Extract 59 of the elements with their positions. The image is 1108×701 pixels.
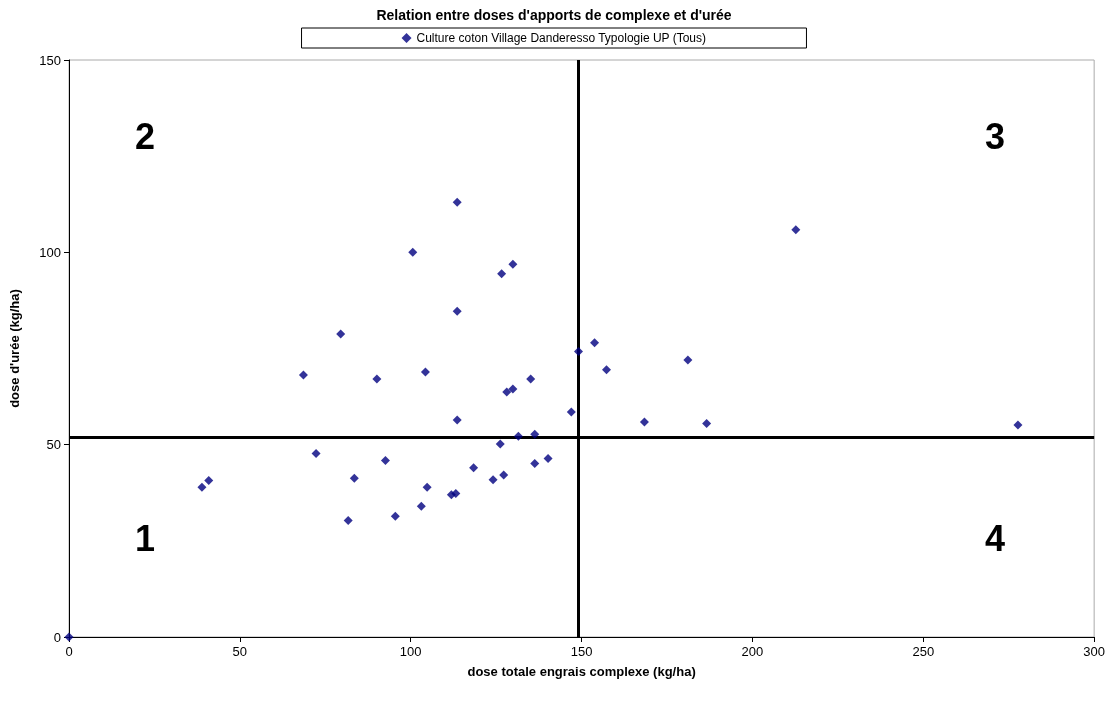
point (543, 454, 553, 464)
point (488, 475, 498, 485)
y-axis-title: dose d'urée (kg/ha) (7, 289, 22, 408)
point (197, 482, 207, 492)
x-tick-label: 0 (65, 644, 73, 659)
point (469, 463, 479, 473)
point (336, 329, 346, 339)
point (204, 475, 214, 485)
point (311, 449, 321, 459)
point (702, 419, 712, 429)
point (349, 473, 359, 483)
point (683, 355, 693, 365)
annotation: 3 (985, 115, 1006, 157)
point (602, 365, 612, 375)
x-tick-label: 100 (399, 644, 422, 659)
legend-label: Culture coton Village Danderesso Typologie UP (Tous) (416, 31, 707, 45)
point (502, 387, 512, 397)
point (566, 407, 576, 417)
point (508, 259, 518, 269)
point (791, 225, 801, 235)
y-tick-label: 0 (53, 629, 61, 645)
point (452, 306, 462, 316)
x-tick-label: 300 (1083, 644, 1106, 659)
point (390, 511, 400, 521)
point (452, 415, 462, 425)
x-tick-label: 150 (570, 644, 593, 659)
point (639, 417, 649, 427)
point (530, 459, 540, 469)
point (530, 429, 540, 439)
point (508, 384, 518, 394)
point (1013, 420, 1023, 430)
x-axis-title: dose totale engrais complexe (kg/ha) (467, 664, 696, 679)
point (343, 515, 353, 525)
point (499, 470, 509, 480)
point (416, 501, 426, 511)
annotation: 1 (135, 517, 156, 559)
y-tick-label: 50 (46, 437, 61, 453)
point (513, 431, 523, 441)
point (372, 374, 382, 384)
point (526, 374, 536, 384)
y-tick-label: 150 (39, 52, 61, 68)
point (497, 269, 507, 279)
point (451, 489, 461, 499)
point (380, 455, 390, 465)
x-tick-label: 50 (232, 644, 248, 659)
point (452, 197, 462, 207)
point (408, 247, 418, 257)
point (574, 347, 583, 357)
annotation: 2 (135, 115, 156, 157)
point (420, 367, 430, 377)
point (298, 370, 308, 380)
point (590, 338, 600, 348)
y-tick-label: 100 (39, 244, 61, 260)
point (422, 482, 432, 492)
point (495, 439, 505, 449)
x-tick-label: 250 (912, 644, 935, 659)
x-tick-label: 200 (741, 644, 764, 659)
chart-title: Relation entre doses d'apports de complexe et d'urée (376, 7, 732, 23)
annotation: 4 (985, 517, 1006, 559)
